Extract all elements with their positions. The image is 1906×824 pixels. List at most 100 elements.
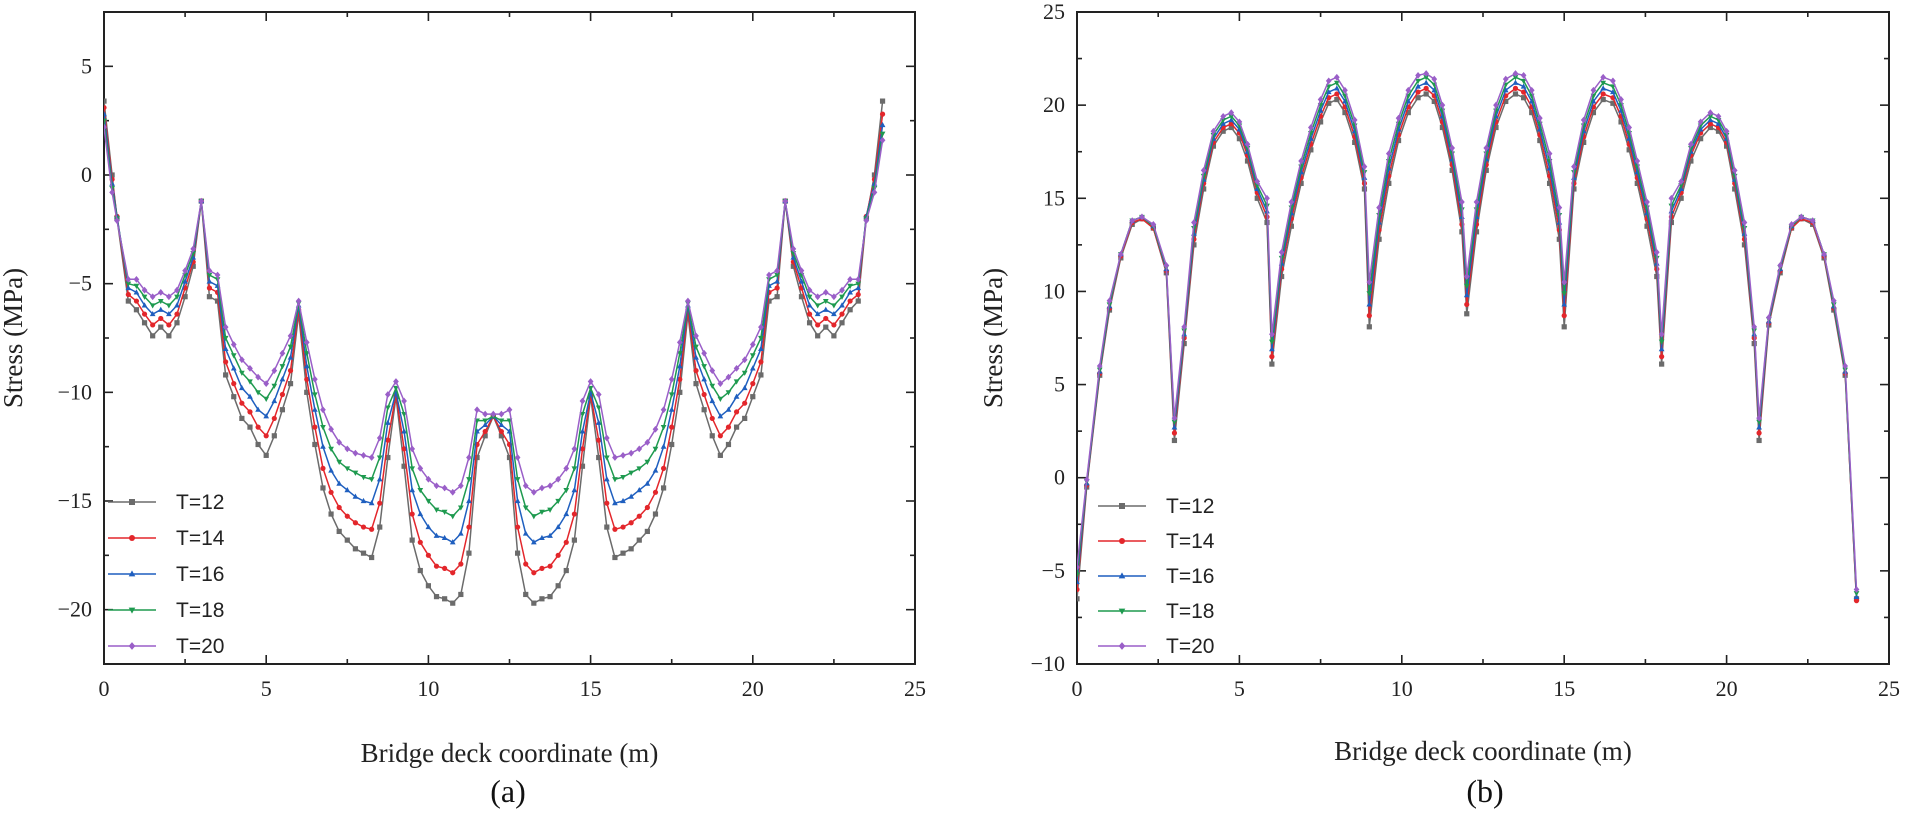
data-point: [222, 323, 229, 331]
x-tick-label: 20: [1716, 676, 1738, 701]
data-point: [336, 438, 343, 446]
data-point: [604, 524, 610, 530]
data-point: [377, 500, 383, 506]
y-tick-label: 0: [1054, 465, 1065, 490]
series-t-12: [1077, 91, 1860, 602]
data-point: [879, 111, 886, 117]
legend-label: T=14: [176, 527, 225, 550]
data-point: [360, 451, 367, 459]
data-point: [1626, 124, 1633, 131]
data-point: [352, 546, 359, 552]
data-point: [1483, 167, 1489, 173]
data-point: [457, 482, 464, 490]
data-point: [1269, 361, 1275, 367]
data-point: [231, 381, 237, 387]
data-point: [612, 526, 618, 532]
data-point: [166, 303, 172, 309]
data-point: [498, 428, 504, 435]
data-point: [166, 322, 172, 328]
data-point: [1707, 109, 1714, 116]
data-point: [1077, 586, 1080, 593]
data-point: [482, 433, 488, 439]
data-point: [320, 443, 326, 449]
data-point: [1520, 83, 1527, 89]
data-point: [182, 267, 188, 275]
data-point: [401, 428, 407, 434]
data-point: [636, 537, 642, 543]
data-point: [855, 281, 862, 287]
data-point: [344, 487, 351, 493]
data-point: [247, 424, 253, 430]
data-point: [523, 561, 529, 567]
data-point: [239, 370, 245, 376]
data-point: [620, 550, 626, 556]
data-point: [676, 338, 683, 346]
data-point: [1288, 198, 1295, 206]
data-point: [758, 323, 764, 331]
data-point: [644, 459, 651, 465]
data-point: [555, 498, 562, 505]
data-point: [1610, 88, 1616, 95]
legend-label: T=12: [1166, 495, 1214, 518]
data-point: [749, 353, 756, 359]
data-point: [114, 217, 120, 225]
data-point: [369, 554, 375, 561]
data-point: [255, 406, 261, 412]
data-point: [668, 392, 675, 398]
data-point: [1077, 578, 1080, 585]
data-point: [871, 189, 878, 196]
data-point: [774, 294, 780, 300]
data-point: [230, 353, 237, 359]
data-point: [1236, 118, 1243, 126]
data-point: [442, 596, 448, 602]
data-point: [1366, 278, 1373, 286]
data-point: [620, 451, 626, 459]
data-point: [758, 372, 764, 378]
data-point: [855, 275, 862, 283]
data-point: [547, 507, 553, 513]
data-point: [815, 333, 821, 339]
data-point: [328, 511, 334, 517]
data-point: [1236, 136, 1242, 142]
data-point: [1521, 95, 1527, 101]
data-point: [449, 488, 456, 496]
data-point: [539, 596, 545, 602]
data-point: [571, 445, 578, 453]
data-point: [255, 424, 261, 430]
data-point: [336, 480, 343, 486]
data-point: [166, 333, 172, 339]
data-point: [774, 267, 780, 275]
data-point: [287, 332, 294, 340]
data-point: [822, 306, 829, 312]
data-point: [1853, 586, 1860, 593]
x-axis-label: Bridge deck coordinate (m): [1334, 736, 1632, 766]
data-point: [806, 320, 813, 326]
data-point: [1463, 292, 1470, 298]
data-point: [149, 303, 156, 309]
data-point: [1333, 85, 1340, 91]
data-point: [498, 410, 505, 418]
data-point: [1678, 178, 1684, 185]
data-point: [766, 271, 772, 279]
data-point: [563, 488, 570, 494]
data-point: [247, 393, 253, 399]
data-point: [693, 344, 699, 350]
data-point: [344, 513, 350, 519]
data-point: [879, 98, 886, 104]
data-point: [157, 288, 164, 296]
legend-label: T=16: [176, 563, 224, 586]
data-point: [352, 493, 359, 499]
data-point: [603, 476, 610, 482]
data-point: [1439, 101, 1446, 109]
data-point: [1431, 75, 1438, 83]
data-point: [750, 394, 756, 400]
series-t-14: [1077, 85, 1860, 604]
data-point: [457, 505, 464, 511]
data-point: [409, 487, 416, 493]
data-point: [1405, 109, 1411, 116]
data-point: [230, 365, 237, 371]
data-point: [1463, 273, 1470, 280]
data-point: [766, 298, 772, 304]
data-point: [522, 505, 529, 511]
data-point: [104, 118, 107, 124]
